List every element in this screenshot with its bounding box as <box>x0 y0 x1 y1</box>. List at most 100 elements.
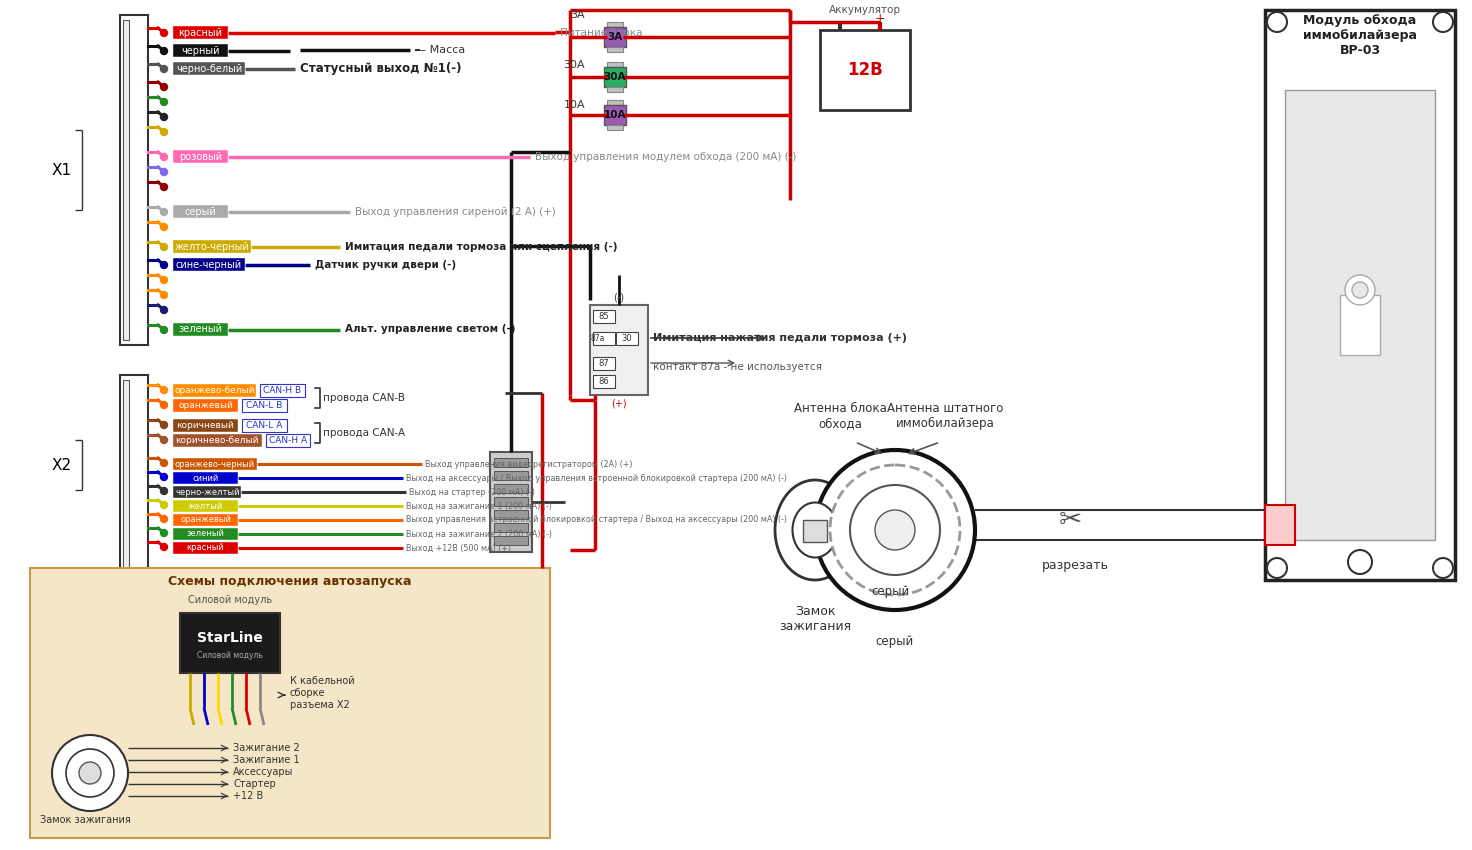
Text: разрезать: разрезать <box>1042 558 1108 571</box>
Text: контакт 87а - не используется: контакт 87а - не используется <box>654 362 821 372</box>
Ellipse shape <box>774 480 855 580</box>
Text: Стартер: Стартер <box>233 779 275 789</box>
Bar <box>495 523 528 532</box>
Text: Имитация педали тормоза или сцепления (-): Имитация педали тормоза или сцепления (-… <box>344 241 617 252</box>
Bar <box>124 380 130 580</box>
Text: StarLine: StarLine <box>197 631 263 645</box>
Text: черный: черный <box>181 46 219 55</box>
Bar <box>174 528 238 540</box>
Text: оранжевый: оранжевый <box>178 401 233 410</box>
Text: 30А: 30А <box>604 72 626 82</box>
Text: Силовой модуль: Силовой модуль <box>188 595 272 605</box>
Bar <box>174 384 256 397</box>
Bar <box>606 62 623 67</box>
Text: CAN-L A: CAN-L A <box>246 421 283 430</box>
Text: Питание блока: Питание блока <box>559 27 642 37</box>
Text: Выход управления модулем обхода (200 мА) (-): Выход управления модулем обхода (200 мА)… <box>534 151 796 162</box>
Bar <box>820 30 910 110</box>
Circle shape <box>849 485 941 575</box>
Text: +: + <box>874 12 885 25</box>
Bar <box>174 419 238 432</box>
Circle shape <box>79 762 102 784</box>
Bar <box>804 520 827 542</box>
Circle shape <box>160 543 168 551</box>
Bar <box>604 105 626 125</box>
Bar <box>174 205 228 218</box>
Text: коричневый: коричневый <box>177 421 234 430</box>
Text: Выход на зажигание 2 (200 мА) (-): Выход на зажигание 2 (200 мА) (-) <box>406 530 552 539</box>
Text: Силовой модуль: Силовой модуль <box>197 650 263 660</box>
Circle shape <box>160 65 168 72</box>
Circle shape <box>160 208 168 216</box>
Text: оранжевый: оранжевый <box>180 515 231 524</box>
Circle shape <box>160 502 168 508</box>
Text: Датчик ручки двери (-): Датчик ручки двери (-) <box>315 259 456 269</box>
Bar <box>174 62 244 75</box>
Text: 86: 86 <box>599 377 609 386</box>
Bar <box>174 323 228 336</box>
Bar <box>615 332 637 345</box>
Text: Выход на аксессуары / Выход управления встроенной блокировкой стартера (200 мА) : Выход на аксессуары / Выход управления в… <box>406 473 788 483</box>
Text: 3А: 3А <box>570 10 584 20</box>
Text: (-): (-) <box>614 292 624 302</box>
Text: CAN-L B: CAN-L B <box>246 401 283 410</box>
Text: Зажигание 2: Зажигание 2 <box>233 743 300 753</box>
Text: Зажигание 1: Зажигание 1 <box>233 755 300 765</box>
Bar <box>121 15 149 345</box>
Text: Замок зажигания: Замок зажигания <box>40 815 131 825</box>
Circle shape <box>160 99 168 105</box>
Circle shape <box>160 83 168 90</box>
Text: 30А: 30А <box>564 60 584 70</box>
Circle shape <box>1434 12 1453 32</box>
Bar <box>174 150 228 163</box>
Bar <box>241 419 287 432</box>
Bar <box>174 258 244 271</box>
Bar <box>174 486 241 498</box>
Bar <box>174 240 250 253</box>
Bar <box>593 310 615 323</box>
Text: серый: серый <box>876 635 914 648</box>
Circle shape <box>160 437 168 444</box>
Circle shape <box>160 276 168 284</box>
Circle shape <box>160 401 168 409</box>
Text: черно-белый: черно-белый <box>175 64 241 73</box>
Bar <box>174 399 238 412</box>
Circle shape <box>160 307 168 314</box>
Bar <box>495 471 528 480</box>
Bar <box>174 458 258 470</box>
Circle shape <box>160 515 168 523</box>
Circle shape <box>160 30 168 37</box>
Text: 87: 87 <box>599 359 609 367</box>
Text: +12 В: +12 В <box>233 791 263 801</box>
Bar <box>180 613 280 673</box>
Bar <box>174 434 262 447</box>
Text: Модуль обхода
иммобилайзера
ВР-03: Модуль обхода иммобилайзера ВР-03 <box>1303 14 1418 56</box>
Text: сине-черный: сине-черный <box>175 259 241 269</box>
Text: CAN-H A: CAN-H A <box>269 436 306 445</box>
Text: красный: красный <box>178 27 222 37</box>
Circle shape <box>66 749 113 797</box>
Circle shape <box>1345 275 1375 305</box>
Bar <box>495 458 528 467</box>
Circle shape <box>160 184 168 190</box>
Text: Выход управления сиреной (2 А) (+): Выход управления сиреной (2 А) (+) <box>355 207 556 217</box>
Bar <box>29 568 551 838</box>
Circle shape <box>1267 558 1287 578</box>
Circle shape <box>1434 558 1453 578</box>
Circle shape <box>160 460 168 467</box>
Bar <box>495 484 528 493</box>
Bar <box>124 20 130 340</box>
Circle shape <box>160 326 168 333</box>
Bar <box>174 514 238 526</box>
Circle shape <box>160 243 168 251</box>
Text: 87a: 87a <box>590 333 605 343</box>
Text: Аксессуары: Аксессуары <box>233 767 293 777</box>
Circle shape <box>160 168 168 175</box>
Text: Антенна блока
обхода: Антенна блока обхода <box>793 402 886 430</box>
Bar <box>1264 505 1295 545</box>
Bar <box>1285 90 1435 540</box>
Bar <box>174 500 238 512</box>
Text: оранжево-белый: оранжево-белый <box>174 386 255 395</box>
Text: провода CAN-B: провода CAN-B <box>322 393 405 403</box>
Bar <box>1340 295 1381 355</box>
